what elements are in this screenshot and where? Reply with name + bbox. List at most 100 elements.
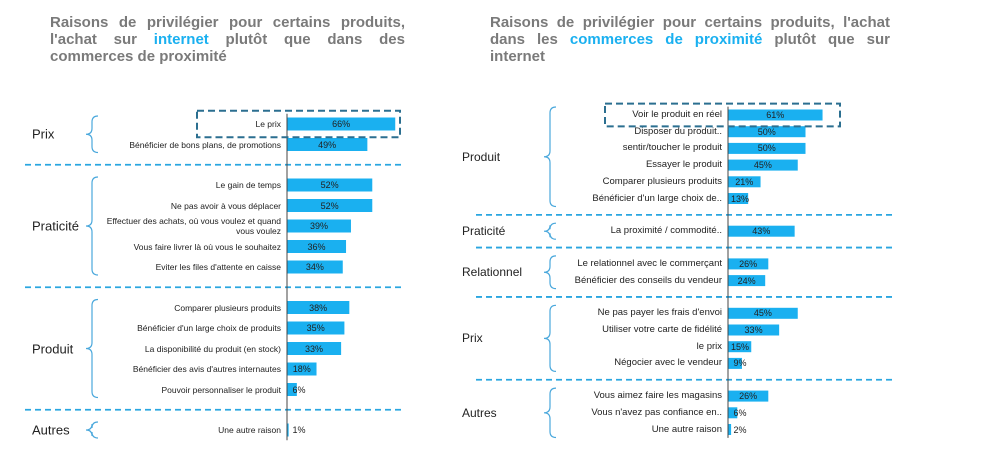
bar <box>728 275 766 287</box>
title-part: plutôt que dans des commerces de proximi… <box>50 31 405 65</box>
title-part: Raisons de privilégier pour certains pro… <box>490 14 890 48</box>
category-label: La proximité / commodité.. <box>610 225 722 237</box>
value-label: 35% <box>306 323 325 333</box>
value-label: 6% <box>292 384 306 395</box>
value-label: 6% <box>733 407 747 418</box>
value-label: 38% <box>309 302 328 313</box>
category-label: La disponibilité du produit (en stock) <box>144 343 281 354</box>
title-part: commerces de proximité <box>569 31 763 48</box>
bar <box>287 138 368 151</box>
value-label: 66% <box>332 119 351 129</box>
bar <box>728 424 732 435</box>
category-label: Vous aimez faire les magasins <box>593 390 722 402</box>
category-label: Vous faire livrer là où vous le souhaite… <box>133 241 281 252</box>
value-label: 43% <box>752 226 771 237</box>
bar <box>287 199 373 212</box>
category-label: Bénéficier des avis d'autres internautes <box>132 364 281 374</box>
category-label: Bénéficier d'un large choix de.. <box>592 192 722 204</box>
group-brace <box>85 176 99 276</box>
bar <box>728 159 798 171</box>
group-label: Praticité <box>32 218 79 234</box>
group-label: Prix <box>462 331 483 346</box>
group-label: Autres <box>462 405 497 420</box>
value-label: 21% <box>735 176 754 187</box>
group-brace <box>543 387 557 439</box>
category-label: Comparer plusieurs produits <box>602 175 722 187</box>
bar <box>728 357 742 369</box>
bar <box>728 390 769 402</box>
value-label: 50% <box>757 126 776 137</box>
category-label: Ne pas avoir à vous déplacer <box>170 200 281 211</box>
category-label: Effectuer des achats, où vous voulez et … <box>106 216 281 236</box>
value-label: 39% <box>309 221 328 231</box>
title-part: internet <box>153 31 209 48</box>
category-label: Utiliser votre carte de fidélité <box>602 324 722 335</box>
bar <box>287 240 347 253</box>
value-label: 61% <box>766 110 785 120</box>
bar <box>728 407 738 419</box>
bar <box>728 176 761 188</box>
bar <box>728 109 823 121</box>
category-label: sentir/toucher le produit <box>622 142 722 154</box>
bar <box>287 423 289 437</box>
bar <box>728 258 769 270</box>
group-label: Prix <box>32 126 55 142</box>
category-label: Négocier avec le vendeur <box>614 357 722 369</box>
category-label: Le prix <box>255 119 281 129</box>
value-label: 9% <box>733 358 747 369</box>
group-brace <box>85 298 99 399</box>
group-brace <box>543 255 557 290</box>
category-label: Le relationnel avec le commerçant <box>577 257 722 269</box>
bar <box>728 324 780 336</box>
category-label: Comparer plusieurs produits <box>174 302 281 313</box>
category-label: Le gain de temps <box>215 180 281 190</box>
category-label: Bénéficier de bons plans, de promotions <box>129 139 281 150</box>
category-label: Voir le produit en réel <box>632 109 722 120</box>
category-label: Une autre raison <box>651 423 722 435</box>
category-label: Eviter les files d'attente en caisse <box>155 262 281 272</box>
highlight-box <box>196 109 401 139</box>
bar <box>728 193 749 204</box>
bar <box>287 178 373 192</box>
value-label: 26% <box>739 258 758 269</box>
category-label: Bénéficier d'un large choix de produits <box>137 323 281 333</box>
value-label: 34% <box>305 262 324 272</box>
category-label: Bénéficier des conseils du vendeur <box>574 274 722 286</box>
bar <box>287 321 345 335</box>
group-label: Produit <box>462 149 501 164</box>
title-part: Raisons de privilégier pour certains pro… <box>50 14 405 48</box>
category-label: Disposer du produit.. <box>634 125 722 137</box>
value-label: 13% <box>730 193 750 204</box>
bar <box>287 117 396 131</box>
value-label: 24% <box>737 275 756 286</box>
bar <box>287 219 351 233</box>
group-brace <box>85 421 99 439</box>
group-label: Autres <box>32 422 70 438</box>
value-label: 2% <box>733 424 747 435</box>
group-brace <box>543 222 557 240</box>
value-label: 18% <box>292 364 311 374</box>
value-label: 45% <box>753 308 772 319</box>
bar <box>287 301 350 314</box>
value-label: 36% <box>307 241 326 252</box>
value-label: 52% <box>320 180 339 190</box>
group-label: Produit <box>32 341 74 356</box>
value-label: 26% <box>739 391 758 402</box>
value-label: 49% <box>318 139 337 150</box>
value-label: 45% <box>753 160 772 171</box>
value-label: 33% <box>305 343 324 354</box>
category-label: Une autre raison <box>218 425 281 435</box>
value-label: 15% <box>730 341 750 352</box>
category-label: Pouvoir personnaliser le produit <box>161 384 281 395</box>
category-label: Ne pas payer les frais d'envoi <box>597 307 722 319</box>
highlight-box <box>604 102 841 128</box>
bar <box>287 342 342 355</box>
bar <box>728 341 752 353</box>
category-label: Essayer le produit <box>645 159 722 171</box>
bar <box>728 225 795 237</box>
chart-title: Raisons de privilégier pour certains pro… <box>50 14 405 65</box>
category-label: le prix <box>696 340 722 352</box>
group-brace <box>543 106 557 208</box>
title-part: plutôt que sur internet <box>490 31 890 65</box>
